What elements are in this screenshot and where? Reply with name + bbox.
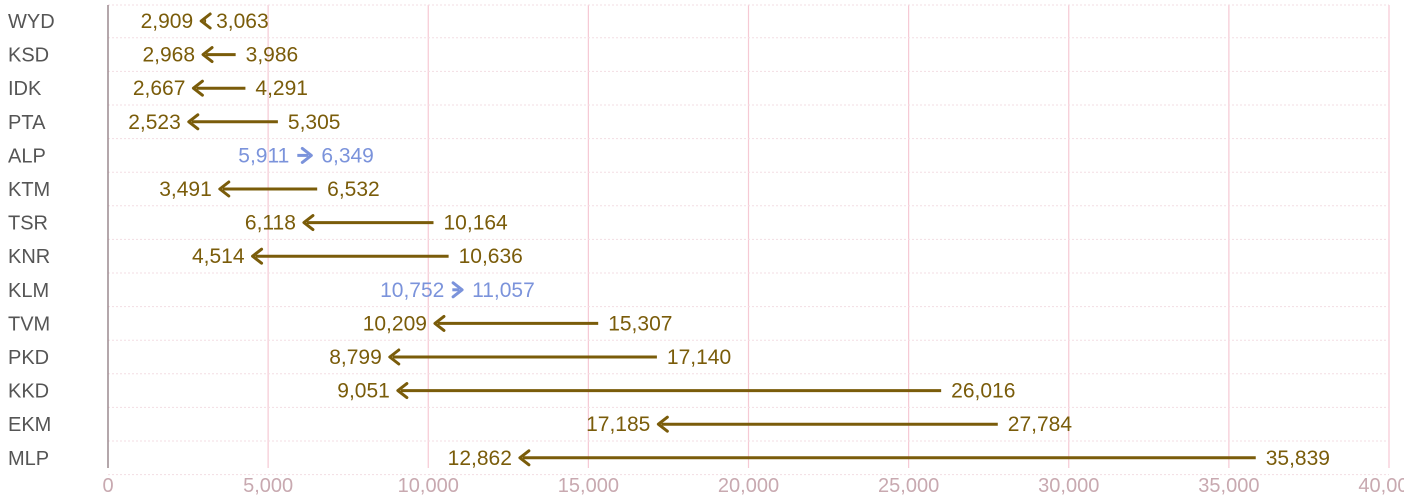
arrow-head [201,46,214,64]
end-value-label: 2,523 [128,111,181,134]
arrow-rows: WYD 2,909 3,063 KSD 2,968 3,986 IDK 2,667 4,291 P… [8,10,1330,470]
category-label: KLM [8,280,49,302]
x-tick-label: 0 [102,475,113,497]
arrow-head [300,146,313,164]
category-label: KKD [8,381,49,403]
x-tick-label: 10,000 [398,475,459,497]
start-value-label: 17,140 [667,346,731,369]
x-tick-label: 25,000 [878,475,939,497]
start-value-label: 15,307 [608,312,672,335]
arrow-head [451,281,464,299]
arrow-head [302,214,315,232]
end-value-label: 3,491 [159,178,212,201]
end-value-label: 17,185 [586,413,650,436]
category-label: EKM [8,414,51,436]
category-label: MLP [8,448,49,470]
end-value-label: 8,799 [329,346,382,369]
end-value-label: 2,667 [133,77,186,100]
start-value-label: 35,839 [1266,447,1330,470]
start-value-label: 5,305 [288,111,341,134]
start-value-label: 5,911 [238,144,289,167]
start-value-label: 10,164 [444,212,509,235]
category-label: KNR [8,246,50,268]
category-label: WYD [8,11,55,33]
end-value-label: 12,862 [448,447,512,470]
grid [107,4,1390,476]
end-value-label: 6,349 [321,144,374,167]
start-value-label: 3,063 [216,10,269,33]
arrow-head [433,314,446,332]
arrow-head [656,415,669,433]
category-label: TVM [8,313,50,335]
x-tick-label: 20,000 [718,475,779,497]
start-value-label: 10,636 [459,245,523,268]
start-value-label: 26,016 [951,380,1015,403]
category-label: IDK [8,78,42,100]
end-value-label: 9,051 [337,380,390,403]
category-label: PKD [8,347,49,369]
arrow-head [191,79,204,97]
end-value-label: 6,118 [245,212,296,235]
arrow-head [518,449,531,467]
arrow-head [388,348,401,366]
start-value-label: 10,752 [380,279,444,302]
x-tick-label: 30,000 [1038,475,1099,497]
x-tick-label: 15,000 [558,475,619,497]
arrow-head [199,12,212,30]
category-label: ALP [8,145,46,167]
x-tick-label: 5,000 [243,475,293,497]
arrow-head [251,247,264,265]
category-label: PTA [8,112,46,134]
end-value-label: 10,209 [363,312,427,335]
end-value-label: 2,909 [141,10,194,33]
category-label: KSD [8,45,49,67]
arrow-head [218,180,231,198]
start-value-label: 4,291 [255,77,308,100]
start-value-label: 6,532 [327,178,380,201]
arrow-head [187,113,200,131]
x-tick-label: 35,000 [1198,475,1259,497]
x-tick-label: 40,000 [1358,475,1404,497]
start-value-label: 27,784 [1008,413,1073,436]
category-label: TSR [8,213,48,235]
arrow-head [396,382,409,400]
end-value-label: 4,514 [192,245,245,268]
category-label: KTM [8,179,50,201]
x-axis-ticks: 0 5,000 10,000 15,000 20,000 25,000 30,000 35,0… [102,475,1404,497]
end-value-label: 11,057 [472,279,535,302]
end-value-label: 2,968 [142,44,195,67]
start-value-label: 3,986 [246,44,299,67]
